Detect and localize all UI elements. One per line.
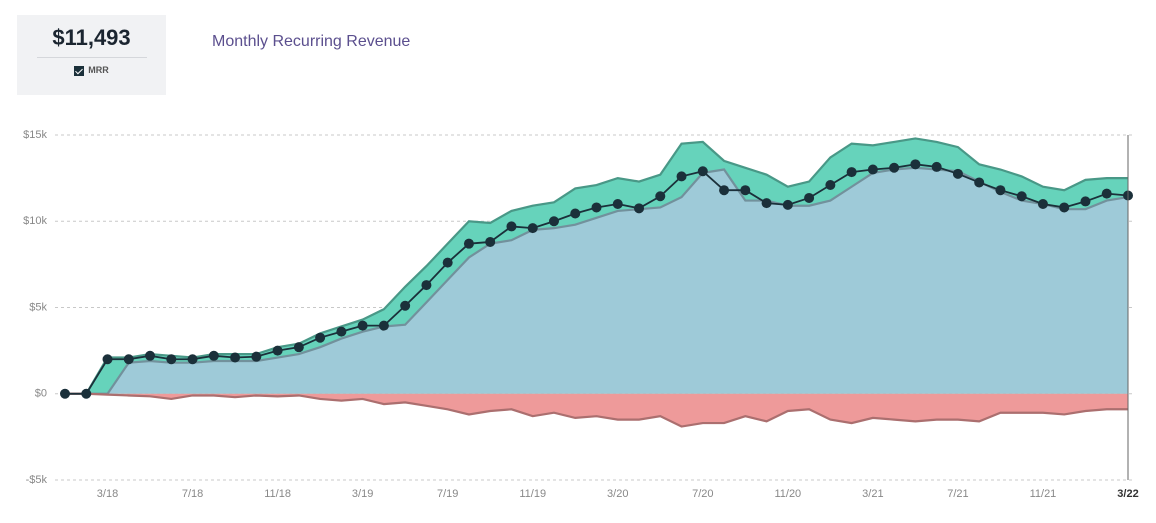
point (931, 161, 942, 172)
point (591, 202, 602, 213)
point (272, 345, 283, 356)
x-tick-label: 3/20 (607, 488, 628, 500)
point (612, 199, 623, 209)
point (400, 300, 411, 311)
point (336, 326, 347, 337)
point (230, 352, 241, 363)
area-edge (65, 392, 1128, 428)
point (81, 388, 92, 399)
point (867, 164, 878, 175)
point (804, 192, 815, 203)
point (782, 199, 793, 210)
y-tick-label: -$5k (26, 474, 48, 486)
point (634, 203, 645, 214)
point (697, 166, 708, 177)
point (293, 342, 304, 353)
x-tick-label: 11/19 (519, 488, 546, 500)
point (102, 354, 113, 365)
x-tick-label: 11/18 (264, 488, 291, 500)
checkbox[interactable] (74, 65, 85, 76)
point (995, 185, 1006, 196)
point (1016, 191, 1027, 202)
point (846, 167, 857, 178)
point (974, 177, 985, 188)
point (187, 354, 198, 365)
separator (37, 57, 147, 58)
y-tick-label: $5k (29, 301, 47, 313)
point (315, 332, 326, 343)
x-tick-label: 7/19 (437, 488, 458, 500)
point (442, 257, 453, 268)
x-tick-label: 7/18 (182, 488, 203, 500)
point (251, 351, 262, 362)
x-tick-label: 3/18 (97, 488, 118, 500)
x-tick-label: 3/19 (352, 488, 373, 500)
headline-value: $11,493 (52, 25, 131, 50)
y-tick-label: $15k (23, 129, 47, 141)
point (548, 216, 559, 227)
summary-card: $11,493 MRR (17, 15, 166, 95)
point (825, 180, 836, 191)
point (889, 162, 900, 173)
point (719, 185, 730, 196)
point (761, 198, 772, 209)
point (60, 388, 70, 399)
x-tick-label: 11/20 (774, 488, 801, 500)
point (1037, 199, 1048, 209)
point (166, 354, 177, 365)
point (740, 185, 751, 196)
point (1059, 202, 1070, 213)
legend-item[interactable]: MRR (17, 65, 166, 76)
chart-title: Monthly Recurring Revenue (212, 33, 411, 50)
point (145, 350, 156, 361)
x-tick-label: 7/20 (692, 488, 713, 500)
area-edge (65, 137, 1128, 395)
legend-label: MRR (88, 65, 109, 75)
point (378, 320, 389, 331)
point (421, 280, 432, 291)
point (485, 236, 496, 247)
point (910, 159, 921, 170)
y-tick-label: $10k (23, 215, 47, 227)
point (527, 223, 538, 234)
point (463, 238, 474, 249)
x-tick-label: 7/21 (947, 488, 968, 500)
point (570, 208, 581, 219)
point (952, 168, 963, 179)
area (65, 167, 1128, 394)
point (123, 354, 134, 365)
point (1080, 196, 1091, 207)
area (65, 393, 1128, 427)
point (1101, 188, 1112, 199)
point (208, 350, 219, 361)
point (676, 171, 687, 182)
y-tick-label: $0 (35, 388, 47, 400)
x-tick-label: 3/21 (862, 488, 883, 500)
x-tick-label: 11/21 (1030, 488, 1057, 500)
point (506, 221, 517, 232)
point (655, 191, 666, 202)
point (357, 320, 368, 331)
x-tick-label: 3/22 (1117, 488, 1138, 500)
